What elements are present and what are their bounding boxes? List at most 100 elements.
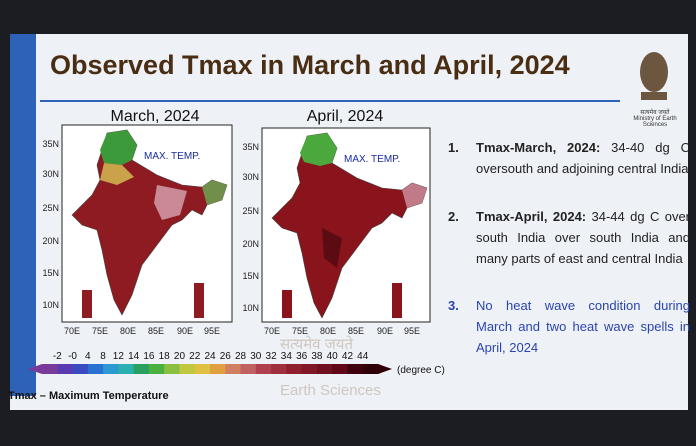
colorbar-segment [42,364,58,374]
map-title: April, 2024 [307,108,384,125]
watermark-text: Earth Sciences [280,382,381,399]
lat-label: 15N [42,268,59,278]
lon-label: 90E [377,326,393,336]
point: 2. Tmax-April, 2024: 34-44 dg C over sout… [448,206,690,269]
colorbar-label: 36 [296,351,308,362]
lon-label: 95E [204,326,220,336]
colorbar-label: 12 [113,351,125,362]
colorbar-segment [57,364,74,374]
colorbar-segment [362,364,379,374]
lat-label: 30N [42,169,59,179]
colorbar-segment [301,364,318,374]
colorbar: -2 -0 4 8 12 14 16 18 20 22 24 26 28 30 32 34 36 38 40 42 44… [28,351,445,376]
title-rule [40,100,620,102]
colorbar-label: 22 [189,351,201,362]
lon-label: 75E [292,326,308,336]
map-april [261,127,431,323]
map-label: MAX. TEMP. [344,154,400,165]
colorbar-segment [148,364,165,374]
colorbar-segment [194,364,211,374]
colorbar-segment [286,364,303,374]
colorbar-label: 34 [281,351,293,362]
colorbar-segment [225,364,242,374]
colorbar-unit: (degree C) [397,365,445,376]
map-title: March, 2024 [111,108,200,125]
colorbar-label: -2 [53,351,62,362]
ministry-name: Ministry of Earth Sciences [633,116,677,128]
point-body: Tmax-March, 2024: 34-40 dg C oversouth a… [476,137,690,179]
watermark-motto: सत्यमेव जयते [280,336,354,353]
colorbar-label: 42 [342,351,354,362]
point: 1. Tmax-March, 2024: 34-40 dg C oversouth… [448,137,690,179]
colorbar-label: 14 [128,351,140,362]
colorbar-label: 44 [357,351,369,362]
point-heading: Tmax-March, 2024: [476,140,601,155]
colorbar-end [378,364,392,374]
lat-label: 25N [42,203,59,213]
colorbar-label: 20 [174,351,186,362]
colorbar-label: 4 [85,351,91,362]
lon-label: 80E [120,326,136,336]
point-body: Tmax-April, 2024: 34-44 dg C over south … [476,206,690,269]
colorbar-label: 8 [100,351,106,362]
lat-label: 10N [42,300,59,310]
lat-label: 35N [42,139,59,149]
point-number: 1. [448,140,459,155]
colorbar-label: 32 [266,351,278,362]
slide-title: Observed Tmax in March and April, 2024 [50,50,570,80]
colorbar-label: -0 [68,351,77,362]
point-text: 34-40 dg C oversouth and adjoining centr… [476,140,690,176]
colorbar-segment [179,364,196,374]
colorbar-segment [118,364,135,374]
map-label: MAX. TEMP. [144,151,200,162]
colorbar-segment [103,364,119,374]
colorbar-segment [72,364,89,374]
colorbar-label: 30 [250,351,262,362]
emblem [640,52,668,100]
point-body: No heat wave condition during March and … [476,295,690,358]
lat-label: 25N [242,206,259,216]
colorbar-label: 28 [235,351,247,362]
map-march [61,124,233,323]
motto: सत्यमेव जयते [640,110,670,116]
colorbar-segment [316,364,333,374]
point-number: 2. [448,209,459,224]
point-text: 34-44 dg C over south India over south I… [476,209,690,266]
colorbar-label: 40 [327,351,339,362]
colorbar-label: 16 [143,351,155,362]
point-heading: Tmax-April, 2024: [476,209,587,224]
colorbar-segment [271,364,287,374]
colorbar-label: 24 [204,351,216,362]
lon-label: 85E [148,326,164,336]
colorbar-label: 38 [311,351,323,362]
colorbar-end [28,364,42,374]
lon-label: 70E [64,326,80,336]
lon-label: 80E [320,326,336,336]
point: 3. No heat wave condition during March an… [448,295,690,358]
colorbar-segment [255,364,272,374]
lat-label: 20N [242,239,259,249]
accent-stripe [10,34,36,396]
colorbar-segment [347,364,364,374]
lon-label: 90E [177,326,193,336]
lon-label: 70E [264,326,280,336]
lon-label: 75E [92,326,108,336]
colorbar-segment [87,364,104,374]
lon-label: 95E [404,326,420,336]
lon-label: 85E [348,326,364,336]
footer: Tmax – Maximum Temperature [8,390,169,402]
colorbar-segment [133,364,150,374]
colorbar-segment [240,364,257,374]
point-number: 3. [448,298,459,313]
lat-label: 35N [242,142,259,152]
ministry-logo: सत्यमेव जयते Ministry of Earth Sciences [632,108,678,128]
point-text: No heat wave condition during March and … [476,298,690,355]
lat-label: 30N [242,172,259,182]
lat-label: 20N [42,236,59,246]
colorbar-segment [210,364,226,374]
colorbar-label: 26 [220,351,232,362]
colorbar-segment [332,364,348,374]
lat-label: 15N [242,271,259,281]
